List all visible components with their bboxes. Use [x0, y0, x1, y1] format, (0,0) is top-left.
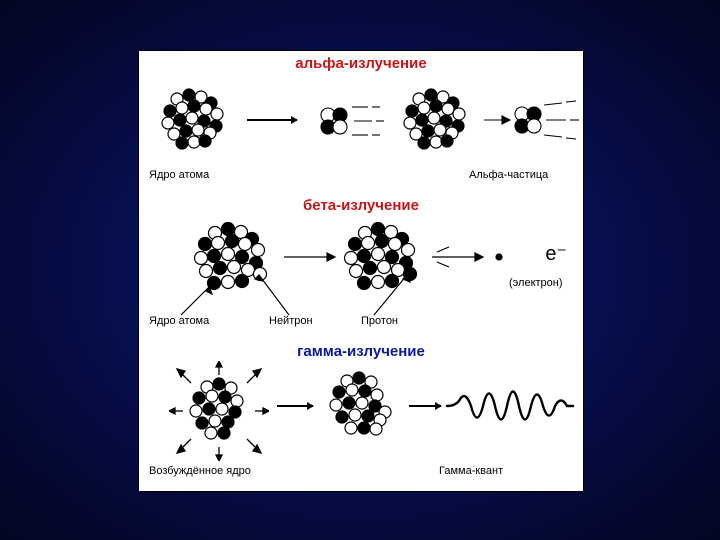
gamma-title: гамма-излучение [139, 343, 583, 360]
beta-label-proton: Протон [361, 315, 398, 327]
gamma-arrow-1 [277, 405, 313, 407]
alpha-nucleus [155, 81, 233, 159]
alpha-particle-out [484, 95, 579, 145]
gamma-wave [445, 379, 575, 433]
alpha-nucleus-2 [397, 81, 475, 159]
gamma-label-left: Возбуждённое ядро [149, 465, 251, 477]
beta-e-sym: e⁻ [545, 241, 567, 266]
gamma-nucleus [319, 365, 401, 447]
beta-label-left: Ядро атома [149, 315, 209, 327]
alpha-title: альфа-излучение [139, 55, 583, 72]
alpha-particle-mid [314, 101, 384, 141]
beta-label-neutron: Нейтрон [269, 315, 313, 327]
diagram-card: альфа-излучение [138, 50, 584, 492]
gamma-excited [169, 361, 269, 461]
alpha-row: альфа-излучение [139, 51, 583, 197]
gamma-label-right: Гамма-квант [439, 465, 503, 477]
alpha-label-left: Ядро атома [149, 169, 209, 181]
alpha-arrow [247, 119, 297, 121]
gamma-row: гамма-излучение [139, 343, 583, 489]
gamma-arrow-2 [409, 405, 441, 407]
beta-label-electron: (электрон) [509, 277, 563, 289]
alpha-label-right: Альфа-частица [469, 169, 548, 181]
beta-row: бета-излучение [139, 197, 583, 343]
